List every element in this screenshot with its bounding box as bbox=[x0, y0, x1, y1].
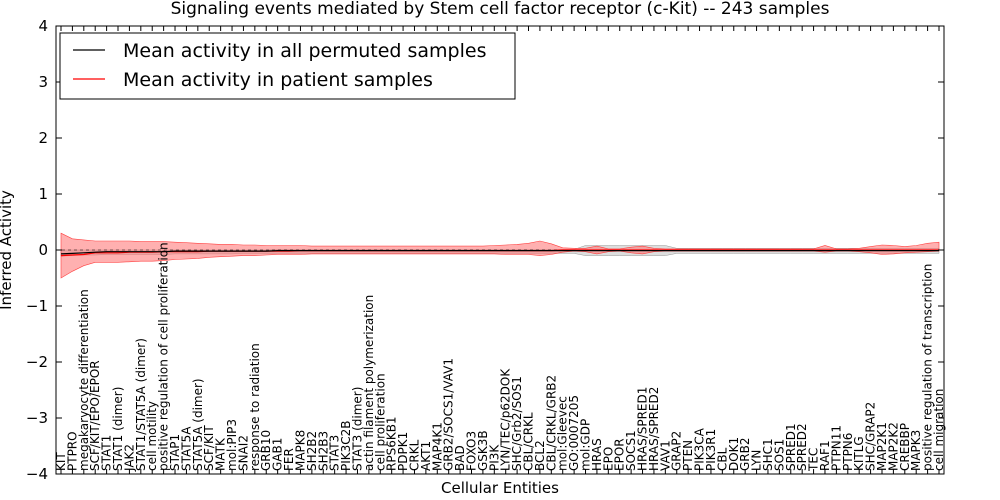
x-tick-label: GRAP2 bbox=[670, 431, 684, 471]
x-tick-label: PIK3CA bbox=[693, 427, 707, 471]
x-tick-label: KIT bbox=[54, 452, 68, 471]
x-tick-label: LYN/TEC/p62DOK bbox=[499, 368, 513, 471]
x-tick-label: PTPRO bbox=[65, 431, 79, 471]
x-tick-label: actin filament polymerization bbox=[362, 295, 376, 471]
x-tick-label: BAD bbox=[453, 445, 467, 471]
band-patient bbox=[60, 232, 940, 279]
x-tick-label: SH2B3 bbox=[316, 431, 330, 471]
x-tick-label: SHC/GRAP2 bbox=[864, 402, 878, 471]
y-tick-label: −3 bbox=[26, 409, 48, 427]
x-tick-label: FOXO3 bbox=[465, 431, 479, 471]
x-tick-label: STAT5A bbox=[179, 426, 193, 471]
x-tick-label: STAT1 (dimer) bbox=[111, 387, 125, 471]
x-tick-label: MAP2K1 bbox=[875, 422, 889, 471]
x-tick-label: mol:GDP bbox=[579, 419, 593, 471]
x-tick-label: HRAS bbox=[590, 438, 604, 471]
x-tick-label: GRB10 bbox=[259, 430, 273, 471]
x-tick-label: FER bbox=[282, 448, 296, 471]
legend-box bbox=[59, 32, 516, 100]
x-tick-label: MAPK3 bbox=[909, 430, 923, 471]
y-tick-label: −1 bbox=[26, 297, 48, 315]
x-tick-label: cell migration bbox=[932, 389, 946, 471]
series-line-permuted bbox=[60, 250, 939, 255]
x-tick-label: SCF/KIT bbox=[202, 425, 216, 471]
x-tick-label: RPS6KB1 bbox=[385, 416, 399, 471]
x-tick-label: EPOR bbox=[613, 438, 627, 471]
x-tick-label: PDPK1 bbox=[396, 432, 410, 471]
x-tick-label: VAV1 bbox=[658, 440, 672, 471]
x-tick-label: mol:Gleevec bbox=[556, 396, 570, 471]
x-tick-label: HRAS/SPRED2 bbox=[647, 387, 661, 471]
x-tick-label: DOK1 bbox=[727, 437, 741, 471]
y-tick-label: −4 bbox=[26, 465, 48, 483]
x-tick-label: STAT3 (dimer) bbox=[351, 387, 365, 471]
x-tick-label: MAP4K1 bbox=[430, 422, 444, 471]
y-tick-label: 3 bbox=[38, 73, 48, 91]
x-tick-label: KITLG bbox=[852, 436, 866, 471]
x-tick-label: RAF1 bbox=[818, 440, 832, 471]
x-tick-label: STAT5A (dimer) bbox=[191, 378, 205, 471]
x-tick-label: AKT1 bbox=[419, 441, 433, 471]
x-tick-label: HRAS/SPRED1 bbox=[636, 387, 650, 471]
x-tick-label: SOCS1 bbox=[624, 430, 638, 471]
x-tick-label: positive regulation of cell proliferatio… bbox=[157, 242, 171, 471]
y-tick-label: 0 bbox=[38, 241, 48, 259]
y-tick-label: 1 bbox=[38, 185, 48, 203]
x-tick-label: CBL/CRKL/GRB2 bbox=[544, 375, 558, 471]
x-tick-label: EPO bbox=[601, 447, 615, 471]
x-tick-label: BCL2 bbox=[533, 440, 547, 471]
x-tick-label: CREBBP bbox=[898, 423, 912, 471]
legend: Mean activity in all permuted samples Me… bbox=[59, 32, 516, 100]
x-tick-label: GAB1 bbox=[271, 438, 285, 471]
x-tick-label: JAK2 bbox=[122, 444, 136, 472]
chart-title: Signaling events mediated by Stem cell f… bbox=[171, 0, 830, 19]
x-tick-label: PIK3R1 bbox=[704, 429, 718, 471]
legend-label-permuted: Mean activity in all permuted samples bbox=[123, 40, 486, 62]
x-tick-label: SPRED1 bbox=[784, 423, 798, 471]
x-tick-label: CRKL bbox=[408, 439, 422, 471]
x-axis-label: Cellular Entities bbox=[441, 479, 559, 497]
x-tick-label: mol:PIP3 bbox=[225, 419, 239, 471]
x-tick-label: PIK3C2B bbox=[339, 420, 353, 471]
x-tick-label: CBL/CRKL bbox=[522, 412, 536, 471]
x-tick-label: SPRED2 bbox=[795, 423, 809, 471]
x-tick-label: SHC/Grb2/SOS1 bbox=[510, 376, 524, 471]
x-tick-label: LYN bbox=[750, 450, 764, 471]
x-tick-label: MAPK8 bbox=[294, 430, 308, 471]
y-axis-label: Inferred Activity bbox=[0, 190, 15, 310]
x-tick-label: CBL bbox=[715, 447, 729, 471]
x-tick-label: PI3K bbox=[487, 444, 501, 471]
x-tick-label: cell motility bbox=[145, 401, 159, 471]
y-tick-label: 4 bbox=[38, 17, 48, 35]
legend-label-patient: Mean activity in patient samples bbox=[123, 69, 433, 91]
x-tick-label: GRB2/SOCS1/VAV1 bbox=[442, 358, 456, 471]
x-tick-label: megakaryocyte differentiation bbox=[77, 289, 91, 471]
y-tick-label: 2 bbox=[38, 129, 48, 147]
x-tick-label: PTPN11 bbox=[829, 425, 843, 471]
x-tick-label: GO:0007205 bbox=[567, 395, 581, 471]
x-tick-label: SCF/KIT/EPO/EPOR bbox=[88, 360, 102, 471]
x-tick-label: SNAI2 bbox=[236, 435, 250, 471]
x-tick-label: positive regulation of transcription bbox=[921, 264, 935, 471]
x-tick-label: GSK3B bbox=[476, 430, 490, 471]
x-tick-label: STAT1 bbox=[100, 435, 114, 471]
x-tick-label: TEC bbox=[807, 448, 821, 472]
x-tick-label: MAP2K2 bbox=[886, 422, 900, 471]
x-tick-label: STAT3 bbox=[328, 435, 342, 471]
y-tick-label: −2 bbox=[26, 353, 48, 371]
x-tick-label: SHC1 bbox=[761, 438, 775, 471]
x-tick-label: GRB2 bbox=[738, 437, 752, 471]
x-tick-label: SH2B2 bbox=[305, 431, 319, 471]
x-tick-label: PTPN6 bbox=[841, 433, 855, 471]
x-tick-label: cell proliferation bbox=[373, 373, 387, 471]
x-tick-label: PTEN bbox=[681, 440, 695, 471]
x-tick-label: MATK bbox=[214, 437, 228, 471]
x-tick-label: SOS1 bbox=[772, 439, 786, 471]
x-tick-label: STAP1 bbox=[168, 434, 182, 471]
x-tick-label: STAT1/STAT5A (dimer) bbox=[134, 338, 148, 471]
x-tick-label: response to radiation bbox=[248, 343, 262, 471]
